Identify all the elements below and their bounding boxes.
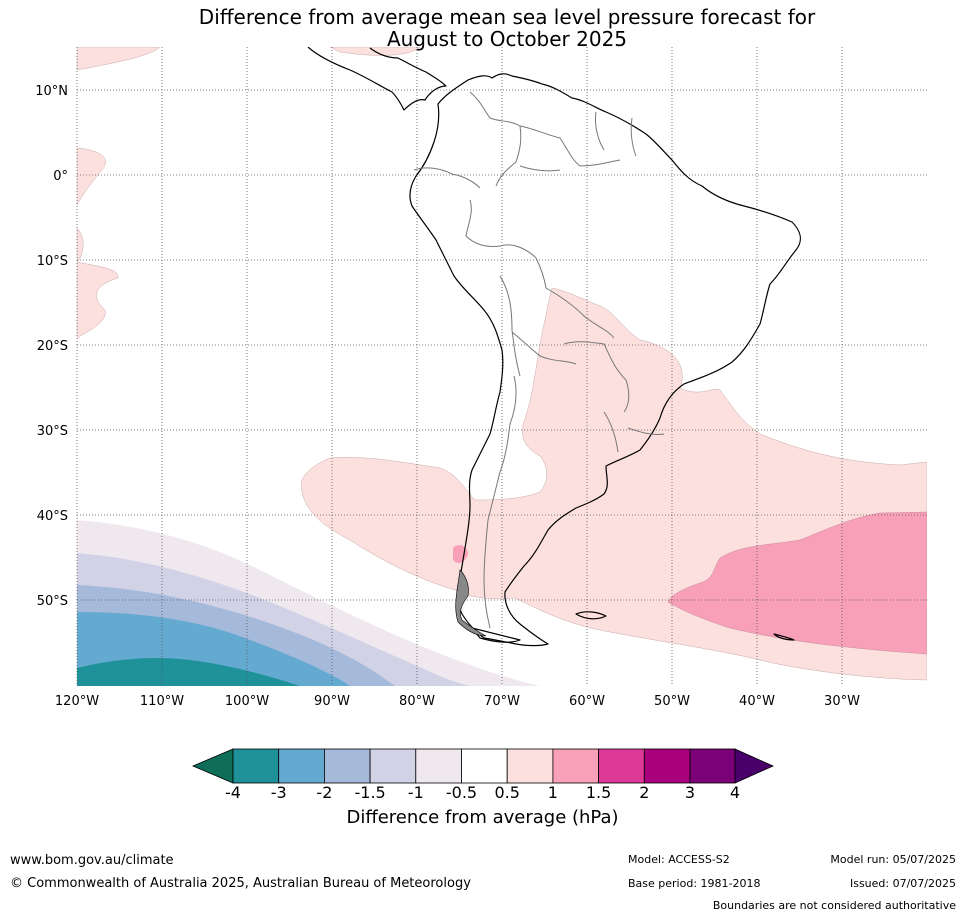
latitude-labels: 10°N 0° 10°S 20°S 30°S 40°S 50°S xyxy=(35,84,68,609)
colorbar-tick-label: -3 xyxy=(271,783,287,802)
anomaly-fields xyxy=(77,47,927,686)
colorbar-tick-label: 2 xyxy=(639,783,649,802)
colorbar-segment xyxy=(232,748,280,784)
coastline-central-america xyxy=(307,47,447,111)
colorbar-segment xyxy=(369,748,417,784)
anomaly-region-pink-tropics xyxy=(77,227,119,339)
lon-label-40w: 40°W xyxy=(739,694,775,709)
anomaly-region-pink-equator xyxy=(77,147,106,206)
model-run-date: Model run: 05/07/2025 xyxy=(830,853,956,866)
longitude-labels: 120°W 110°W 100°W 90°W 80°W 70°W 60°W 50… xyxy=(55,694,860,709)
lat-label-30s: 30°S xyxy=(37,424,68,439)
fjord-detail xyxy=(455,569,487,637)
colorbar-tick-label: 3 xyxy=(685,783,695,802)
anomaly-region-teal xyxy=(77,657,300,686)
website-link[interactable]: www.bom.gov.au/climate xyxy=(10,853,174,868)
issued-date: Issued: 07/07/2025 xyxy=(849,877,956,890)
colorbar-tick-label: 1 xyxy=(548,783,558,802)
colorbar-segment xyxy=(323,748,371,784)
colorbar-title: Difference from average (hPa) xyxy=(346,807,619,828)
base-period: Base period: 1981-2018 xyxy=(628,877,761,890)
colorbar-tick-label: 0.5 xyxy=(494,783,519,802)
lon-label-100w: 100°W xyxy=(225,694,269,709)
colorbar: -4 -3 -2 -1.5 -1 -0.5 0.5 1 1.5 2 3 4 xyxy=(191,748,774,802)
coastline-falklands xyxy=(575,611,607,620)
lon-label-80w: 80°W xyxy=(399,694,435,709)
model-name: Model: ACCESS-S2 xyxy=(628,853,730,866)
lat-label-50s: 50°S xyxy=(37,594,68,609)
colorbar-segment xyxy=(598,748,645,784)
lat-label-10s: 10°S xyxy=(37,254,68,269)
map-title-line-1: Difference from average mean sea level p… xyxy=(198,5,816,29)
lon-label-60w: 60°W xyxy=(569,694,605,709)
lon-label-110w: 110°W xyxy=(140,694,184,709)
lon-label-120w: 120°W xyxy=(55,694,99,709)
map-title-line-2: August to October 2025 xyxy=(386,27,628,51)
colorbar-tick-label: -1 xyxy=(408,783,424,802)
colorbar-segment xyxy=(643,748,691,784)
lon-label-70w: 70°W xyxy=(484,694,520,709)
graticule xyxy=(76,47,927,686)
colorbar-max-arrow xyxy=(734,748,774,784)
colorbar-segment xyxy=(506,748,554,784)
colorbar-tick-label: 1.5 xyxy=(586,783,611,802)
lat-label-0: 0° xyxy=(53,169,68,184)
colorbar-min-arrow xyxy=(191,748,234,784)
boundaries-disclaimer: Boundaries are not considered authoritat… xyxy=(712,899,956,912)
coastline-tierra-del-fuego xyxy=(471,627,521,643)
lat-label-10n: 10°N xyxy=(35,84,68,99)
coastline-south-georgia xyxy=(773,633,795,641)
lon-label-90w: 90°W xyxy=(314,694,350,709)
colorbar-segment xyxy=(461,748,508,784)
anomaly-region-pink-north xyxy=(77,47,161,71)
colorbar-segment xyxy=(689,748,736,784)
colorbar-tick-label: -1.5 xyxy=(354,783,385,802)
colorbar-tick-label: 4 xyxy=(730,783,740,802)
country-borders xyxy=(413,91,665,629)
lat-label-20s: 20°S xyxy=(37,339,68,354)
colorbar-tick-label: -2 xyxy=(316,783,332,802)
lon-label-50w: 50°W xyxy=(654,694,690,709)
lon-label-30w: 30°W xyxy=(824,694,860,709)
colorbar-segment xyxy=(552,748,600,784)
coastlines xyxy=(307,47,801,647)
copyright-notice: © Commonwealth of Australia 2025, Austra… xyxy=(10,876,471,891)
colorbar-tick-label: -4 xyxy=(225,783,241,802)
colorbar-segment xyxy=(278,748,325,784)
colorbar-segment xyxy=(415,748,462,784)
lat-label-40s: 40°S xyxy=(37,509,68,524)
colorbar-tick-label: -0.5 xyxy=(446,783,477,802)
coastline-south-america xyxy=(409,73,801,647)
